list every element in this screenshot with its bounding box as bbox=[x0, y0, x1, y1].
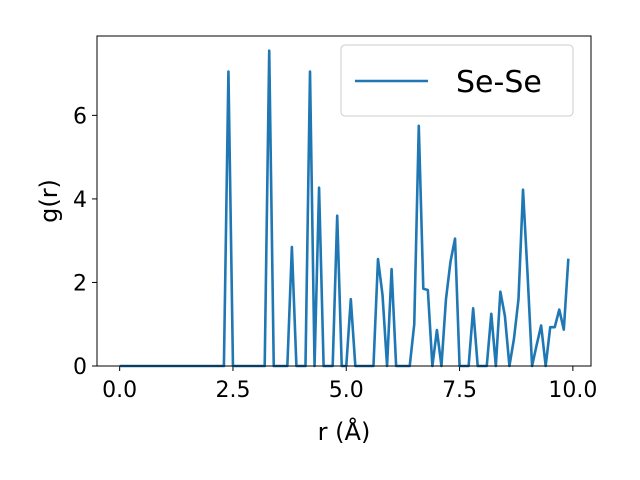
y-axis-label: g(r) bbox=[35, 179, 63, 223]
y-axis-ticks: 0 2 4 6 bbox=[73, 104, 97, 380]
y-tick-label: 2 bbox=[73, 271, 87, 296]
x-axis-label: r (Å) bbox=[318, 417, 371, 446]
legend: Se-Se bbox=[340, 44, 574, 117]
x-tick-label: 0.0 bbox=[102, 378, 137, 403]
x-axis-ticks: 0.0 2.5 5.0 7.5 10.0 bbox=[102, 366, 597, 403]
legend-label-se-se: Se-Se bbox=[456, 65, 542, 100]
x-tick-label: 7.5 bbox=[442, 378, 477, 403]
plot-frame bbox=[96, 35, 592, 367]
x-tick-label: 10.0 bbox=[548, 378, 597, 403]
x-tick-label: 5.0 bbox=[329, 378, 364, 403]
y-tick-label: 6 bbox=[73, 104, 87, 129]
y-tick-label: 0 bbox=[73, 355, 87, 380]
x-tick-label: 2.5 bbox=[215, 378, 250, 403]
legend-box bbox=[340, 44, 574, 117]
y-tick-label: 4 bbox=[73, 188, 87, 213]
